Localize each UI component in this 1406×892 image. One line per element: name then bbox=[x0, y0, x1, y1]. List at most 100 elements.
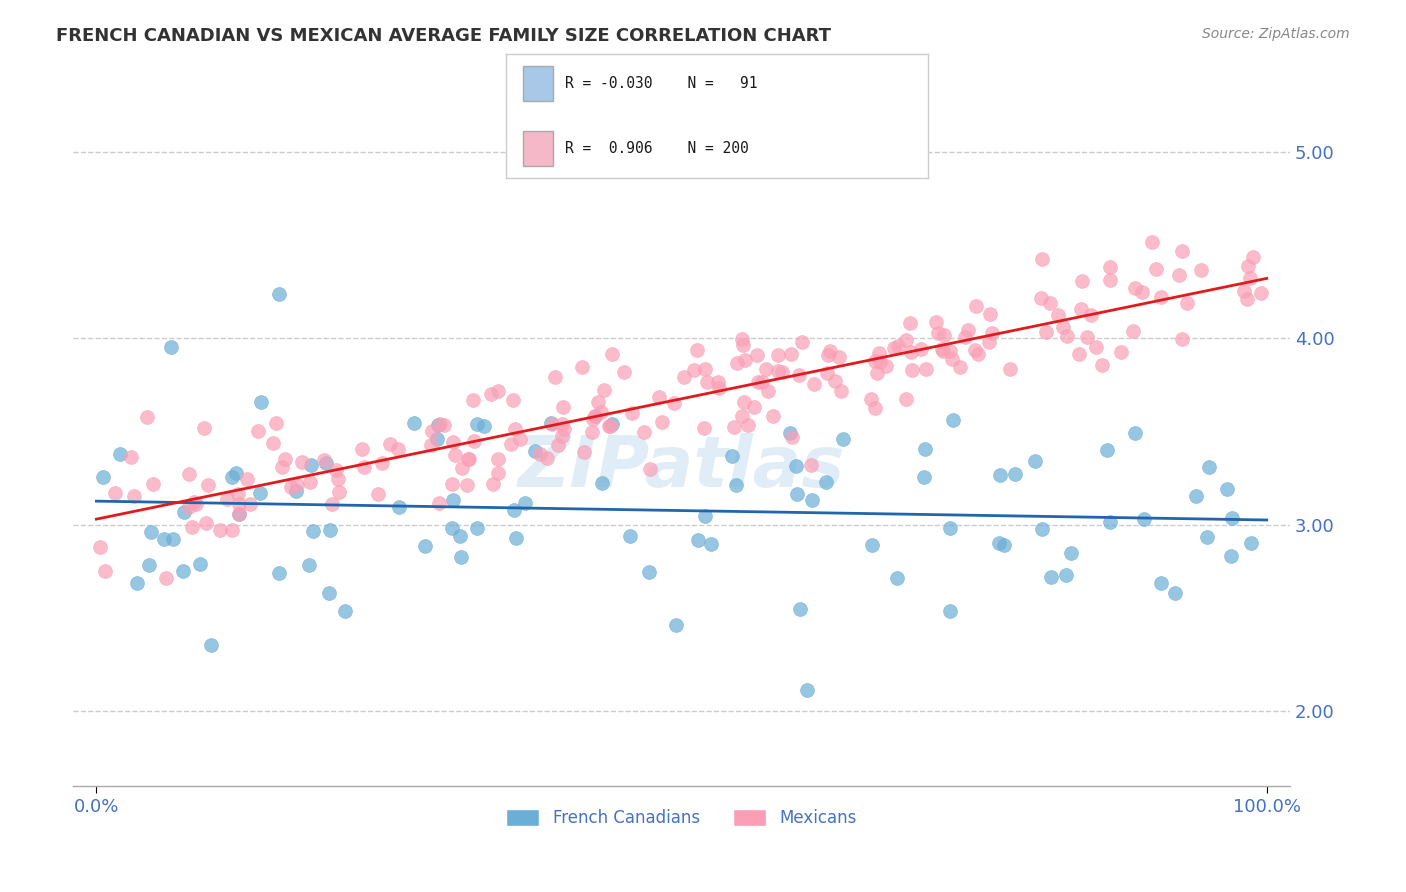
Point bbox=[388, 500, 411, 515]
Point bbox=[120, 450, 142, 464]
Point bbox=[267, 286, 290, 301]
Point bbox=[264, 416, 287, 430]
Text: ZIPatlas: ZIPatlas bbox=[517, 433, 845, 501]
Point bbox=[1031, 252, 1053, 266]
Point bbox=[125, 575, 148, 590]
Point bbox=[326, 471, 349, 485]
Point bbox=[1056, 329, 1078, 343]
Point bbox=[1236, 293, 1258, 307]
Point bbox=[914, 442, 936, 456]
Point bbox=[1140, 235, 1163, 249]
Point bbox=[1123, 426, 1146, 441]
Point bbox=[731, 409, 754, 424]
Point bbox=[1220, 549, 1243, 564]
Point bbox=[502, 393, 524, 408]
Point bbox=[789, 368, 811, 383]
Point bbox=[458, 452, 481, 467]
Point bbox=[820, 344, 842, 359]
Point bbox=[523, 444, 546, 458]
Point bbox=[583, 409, 606, 423]
Point bbox=[262, 435, 284, 450]
Point bbox=[301, 524, 323, 538]
Point bbox=[1241, 250, 1264, 264]
Point bbox=[142, 476, 165, 491]
Point bbox=[693, 421, 716, 435]
Point bbox=[815, 367, 838, 381]
Point bbox=[613, 365, 636, 379]
Point bbox=[221, 470, 243, 484]
Point bbox=[1080, 308, 1102, 322]
Point bbox=[441, 435, 464, 450]
Point bbox=[1099, 273, 1122, 287]
Point bbox=[1175, 296, 1198, 310]
Point bbox=[682, 363, 704, 377]
Point bbox=[737, 418, 759, 433]
Point bbox=[733, 395, 755, 409]
Point bbox=[188, 557, 211, 571]
Point bbox=[138, 558, 160, 572]
Point bbox=[1171, 244, 1194, 258]
Point bbox=[225, 466, 247, 480]
Point bbox=[94, 564, 117, 578]
Point bbox=[1098, 260, 1121, 275]
Point bbox=[900, 345, 922, 359]
Text: Source: ZipAtlas.com: Source: ZipAtlas.com bbox=[1202, 27, 1350, 41]
Point bbox=[801, 492, 824, 507]
Point bbox=[766, 348, 789, 362]
Point bbox=[228, 508, 250, 522]
Point bbox=[1195, 531, 1218, 545]
Point bbox=[800, 458, 823, 473]
Point bbox=[183, 494, 205, 508]
Point bbox=[89, 541, 111, 555]
Point bbox=[600, 346, 623, 360]
Point bbox=[319, 524, 342, 538]
Point bbox=[883, 341, 905, 355]
Point bbox=[433, 417, 456, 432]
Point bbox=[1035, 325, 1057, 339]
Point bbox=[441, 476, 464, 491]
Point bbox=[315, 456, 337, 470]
FancyBboxPatch shape bbox=[523, 66, 553, 101]
Point bbox=[988, 468, 1011, 483]
Point bbox=[1150, 290, 1173, 304]
Point bbox=[353, 460, 375, 475]
Point bbox=[571, 360, 593, 375]
Point bbox=[1240, 535, 1263, 549]
Point bbox=[177, 500, 200, 515]
Point bbox=[529, 447, 551, 461]
Point bbox=[770, 365, 793, 379]
Point bbox=[429, 417, 451, 431]
Point bbox=[589, 405, 612, 419]
Point bbox=[441, 521, 464, 535]
Point bbox=[786, 487, 808, 501]
Point bbox=[934, 328, 956, 343]
Point bbox=[747, 376, 769, 390]
Point bbox=[1091, 358, 1114, 372]
Point bbox=[479, 387, 502, 401]
Point bbox=[638, 462, 661, 476]
Point bbox=[136, 409, 159, 424]
Point bbox=[824, 375, 846, 389]
Point bbox=[1185, 490, 1208, 504]
Point bbox=[619, 528, 641, 542]
Point bbox=[648, 390, 671, 404]
Point bbox=[932, 343, 955, 358]
Point bbox=[931, 343, 953, 357]
Point bbox=[574, 445, 596, 459]
Point bbox=[1071, 275, 1094, 289]
Point bbox=[875, 359, 897, 373]
Point bbox=[325, 463, 347, 477]
Point bbox=[699, 537, 721, 551]
Point bbox=[444, 448, 467, 462]
Point bbox=[914, 362, 936, 376]
Point bbox=[980, 326, 1002, 340]
Point bbox=[536, 451, 558, 466]
Point bbox=[755, 362, 778, 376]
Point bbox=[598, 418, 620, 433]
Point bbox=[938, 343, 960, 358]
Point bbox=[1171, 332, 1194, 346]
Point bbox=[859, 392, 882, 406]
Point bbox=[894, 333, 917, 347]
Point bbox=[1121, 324, 1143, 338]
Point bbox=[591, 475, 613, 490]
